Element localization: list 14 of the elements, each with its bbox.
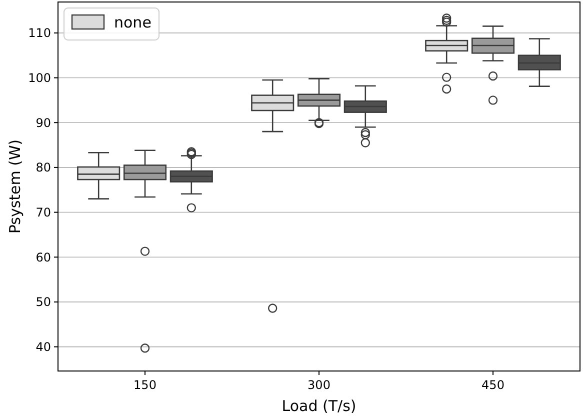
y-tick-label: 110 — [28, 26, 51, 40]
x-tick-label: 450 — [482, 378, 504, 392]
y-tick-label: 90 — [36, 116, 51, 130]
y-axis-title: Psystem (W) — [6, 139, 24, 234]
x-tick-label: 150 — [134, 378, 156, 392]
y-tick-label: 50 — [36, 295, 51, 310]
y-tick-label: 40 — [36, 340, 51, 354]
y-tick-label: 80 — [36, 160, 51, 175]
y-tick-label: 70 — [36, 205, 51, 220]
x-axis-title: Load (T/s) — [282, 397, 356, 415]
legend-label: none — [114, 13, 152, 32]
y-tick-label: 60 — [36, 250, 51, 264]
y-tick-label: 100 — [28, 70, 51, 85]
x-tick-label: 300 — [308, 378, 330, 392]
